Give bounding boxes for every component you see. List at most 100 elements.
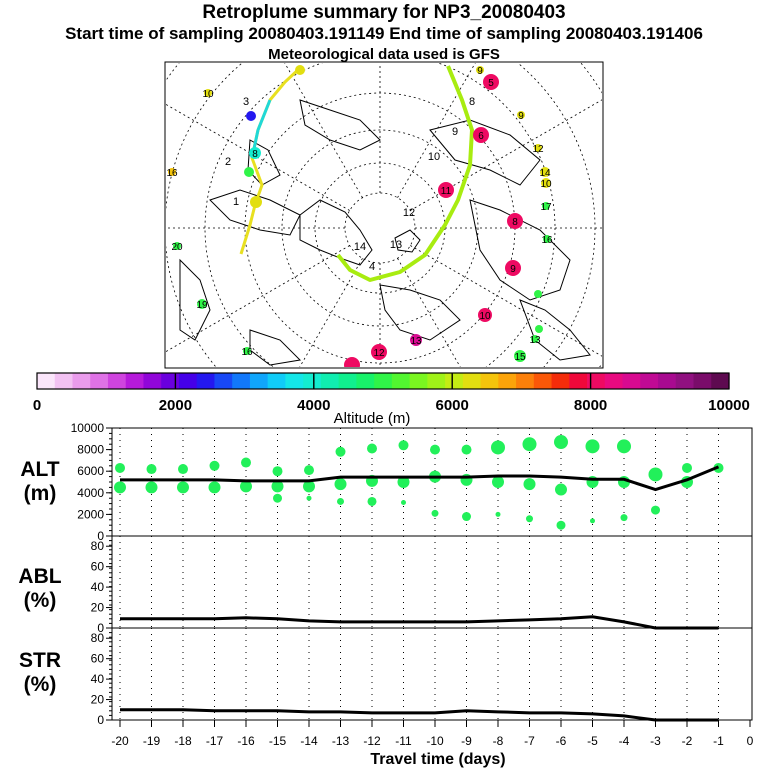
trajectory-day-label: 13 (390, 239, 402, 251)
plume-dot-label: 8 (512, 217, 518, 228)
coastline (299, 99, 381, 151)
alt-ytick-label: 8000 (77, 443, 104, 457)
plume-dot (517, 111, 525, 119)
meteo-source: Meteorological data used is GFS (268, 46, 500, 63)
plume-dot (531, 335, 539, 343)
plume-dot-label: 12 (532, 144, 544, 155)
plume-dot-label: 10 (202, 89, 214, 100)
plume-dot-label: 20 (171, 242, 183, 253)
plume-dot (535, 325, 543, 333)
x-tick-label: -18 (174, 734, 192, 748)
colorbar-cell (214, 373, 233, 389)
trajectory-segment (336, 65, 474, 282)
alt-sample-dot (523, 478, 536, 491)
str-ytick-label: 40 (91, 672, 105, 686)
colorbar-cell (37, 373, 56, 389)
alt-sample-dot (556, 520, 566, 530)
colorbar-cell (445, 373, 464, 389)
trajectory-day-label: 9 (452, 126, 458, 138)
plume-dot (483, 74, 499, 90)
abl-ytick-label: 80 (91, 539, 105, 553)
alt-sample-dot (273, 493, 282, 503)
colorbar-cell (516, 373, 535, 389)
alt-sample-dot (335, 446, 346, 457)
alt-sample-dot (334, 478, 347, 491)
alt-sample-dot (462, 512, 471, 522)
plume-dot-label: 8 (252, 149, 258, 160)
plume-dot (534, 290, 542, 298)
x-tick-label: -5 (587, 734, 598, 748)
colorbar-tick-label: 4000 (297, 397, 330, 414)
plume-dot-label: 9 (518, 111, 524, 122)
colorbar-cell (675, 373, 695, 389)
plume-dot (543, 235, 551, 243)
plume-dot (410, 334, 422, 346)
map-frame (164, 61, 604, 369)
plume-dot-label: 9 (510, 264, 516, 275)
plume-dot (438, 182, 454, 198)
x-tick-label: -9 (461, 734, 472, 748)
plume-dot (295, 65, 305, 75)
colorbar-cell (462, 373, 482, 389)
plume-dot (246, 111, 256, 121)
colorbar-cell (587, 373, 606, 389)
trajectory-day-label: 3 (243, 96, 249, 108)
plume-dot (478, 308, 492, 322)
x-tick-label: -8 (493, 734, 504, 748)
plume-dot (371, 344, 387, 360)
x-tick-label: -7 (524, 734, 535, 748)
colorbar-cell (161, 373, 180, 389)
colorbar-cell (267, 373, 287, 389)
coastline (209, 189, 301, 236)
alt-panel: ALT (m) 0 2000 4000 6000 8000 10000 (20, 421, 753, 543)
plume-dot (473, 127, 489, 143)
alt-sample-dot (367, 496, 377, 506)
x-tick-label: -13 (332, 734, 350, 748)
colorbar-cell (409, 373, 428, 389)
coastline (299, 199, 373, 266)
alt-sample-dot (585, 439, 600, 454)
str-ytick-label: 80 (91, 631, 105, 645)
plume-dot (173, 242, 181, 250)
colorbar-cell (320, 373, 340, 389)
plume-dot (514, 350, 526, 362)
coastline (429, 119, 541, 186)
colorbar-cell (285, 373, 304, 389)
colorbar-tick-label: 8000 (574, 397, 607, 414)
plume-dot-label: 17 (540, 202, 552, 213)
plume-dot-label: 6 (478, 131, 484, 142)
alt-sample-dot (590, 518, 595, 524)
colorbar-cell (551, 373, 570, 389)
colorbar-cell (249, 373, 269, 389)
alt-sample-dot (114, 481, 126, 494)
abl-ytick-label: 20 (91, 601, 105, 615)
colorbar-cell (569, 373, 588, 389)
colorbar-cell (391, 373, 411, 389)
colorbar-cell (356, 373, 375, 389)
alt-sample-dot (554, 435, 568, 450)
x-axis: -20 -19 -18 -17 -16 -15 -14 -13 -12 -11 -10 -9 -8 -7-… (111, 720, 754, 748)
alt-sample-dot (115, 462, 125, 473)
alt-sample-dot (304, 465, 314, 476)
colorbar-cell (303, 373, 322, 389)
alt-sample-dot (272, 466, 283, 477)
plume-dot-label: 10 (479, 311, 491, 322)
x-tick-label: -1 (713, 734, 724, 748)
str-line (120, 708, 719, 722)
alt-mean-line (120, 465, 720, 492)
str-panel: STR (%) 0 20 40 60 80 (19, 627, 753, 727)
x-axis-label: Travel time (days) (370, 751, 505, 768)
colorbar-cell (533, 373, 553, 389)
alt-sample-dot (241, 457, 251, 468)
alt-sample-dot (397, 476, 410, 488)
abl-label: ABL (18, 565, 61, 588)
plume-dot-label: 11 (441, 186, 452, 197)
alt-label: ALT (20, 458, 59, 481)
plume-dot-label: 15 (514, 352, 526, 363)
plume-dot-label: 16 (166, 168, 178, 179)
colorbar-cell (196, 373, 216, 389)
latitude-circle (281, 129, 479, 327)
